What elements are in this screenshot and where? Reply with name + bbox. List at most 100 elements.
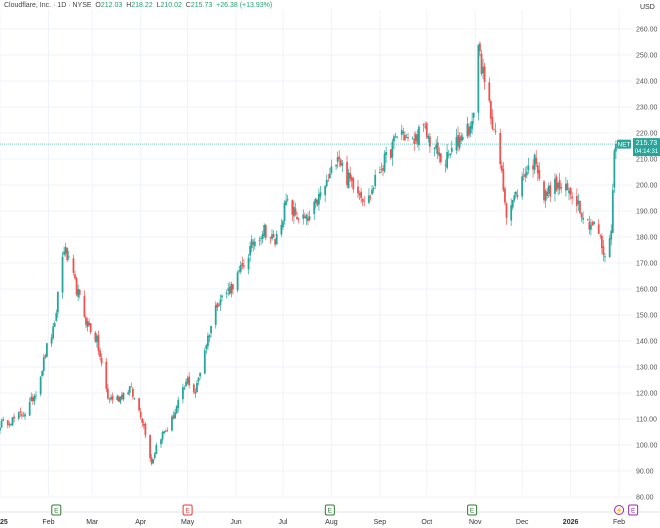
candle-body: [604, 256, 606, 257]
candle-body: [522, 175, 525, 177]
candle: [45, 342, 48, 358]
candle-body: [368, 195, 370, 203]
candle-body: [297, 219, 300, 221]
candle: [128, 385, 131, 397]
candle: [241, 256, 244, 270]
candle-body: [175, 406, 178, 414]
candle-body: [294, 208, 297, 215]
candle-body: [339, 159, 342, 166]
candle: [221, 294, 223, 302]
candle-body: [227, 288, 230, 291]
candle-body: [96, 335, 98, 343]
candle-body: [83, 295, 86, 317]
candle-body: [429, 136, 431, 147]
candle: [285, 193, 287, 206]
candle-body: [6, 420, 9, 426]
candle-body: [131, 388, 134, 397]
candle: [389, 148, 392, 161]
candle: [10, 423, 12, 427]
candle-body: [535, 157, 538, 164]
candle-body: [458, 137, 461, 149]
candle-body: [449, 153, 452, 156]
event-badge: E: [51, 504, 62, 516]
candle-body: [2, 419, 5, 421]
candle-body: [205, 345, 208, 349]
candle: [488, 77, 491, 104]
candle: [144, 422, 147, 439]
candle-body: [67, 256, 70, 258]
candle-body: [400, 130, 403, 135]
candle-body: [600, 235, 603, 249]
candle-body: [303, 216, 306, 219]
candle-body: [121, 394, 123, 400]
candle: [446, 144, 448, 170]
candle-body: [253, 241, 256, 247]
legend-low-value: 210.02: [160, 2, 182, 9]
candle: [557, 182, 559, 196]
ticker-badge: [617, 139, 631, 149]
candle: [532, 159, 534, 178]
candle-body: [236, 272, 239, 291]
candle-body: [141, 418, 144, 423]
candle: [127, 389, 130, 395]
candle: [22, 411, 25, 417]
y-tick-label: 140.00: [636, 339, 658, 346]
candle-body: [403, 134, 406, 141]
candle-body: [527, 165, 530, 171]
candle-body: [74, 274, 76, 279]
x-tick-label: Feb: [42, 519, 54, 526]
earnings-event-box: [182, 504, 193, 516]
candle: [429, 132, 431, 153]
candle-body: [28, 401, 31, 416]
candle: [6, 419, 9, 429]
candle-body: [250, 239, 253, 248]
candle: [219, 294, 222, 311]
candle-body: [425, 123, 428, 138]
candle-body: [411, 138, 414, 140]
candle: [11, 417, 14, 427]
candle: [471, 112, 474, 135]
candle: [121, 391, 123, 400]
candle: [0, 418, 3, 428]
candle-body: [369, 196, 372, 198]
candle: [205, 343, 208, 354]
price-axis[interactable]: 80.00 90.00 100.00 110.00 120.00 130.00 140.00…: [636, 4, 658, 502]
candle: [8, 421, 11, 428]
candle-body: [336, 157, 339, 162]
candle: [611, 183, 614, 234]
candle-body: [385, 152, 388, 156]
candle-body: [615, 144, 617, 152]
candle: [72, 254, 75, 276]
candle: [50, 333, 53, 347]
candle: [422, 123, 425, 133]
candle: [466, 116, 469, 139]
candle: [499, 128, 502, 169]
candle-body: [491, 117, 494, 129]
candle: [239, 260, 242, 275]
candle: [425, 121, 428, 139]
candle-body: [349, 173, 352, 179]
candle: [296, 211, 298, 221]
candle-body: [358, 193, 361, 196]
candle-body: [275, 233, 278, 245]
y-tick-label: 80.00: [636, 495, 654, 502]
candle-body: [203, 350, 206, 374]
candle: [599, 234, 602, 239]
candle-body: [86, 320, 89, 327]
x-tick-label: 2026: [563, 519, 579, 526]
countdown-timer: 04:14:31: [635, 149, 659, 155]
candle-body: [263, 225, 266, 236]
candle-body: [580, 213, 583, 218]
earnings-event-box: [628, 504, 639, 516]
candle: [208, 333, 211, 343]
candle-body: [435, 144, 438, 149]
candle: [586, 218, 589, 221]
candle: [472, 112, 475, 125]
candle: [130, 382, 133, 388]
candle: [604, 252, 606, 263]
candle-body: [597, 224, 600, 234]
candle-body: [500, 165, 503, 171]
split-event-icon: ⚡: [615, 507, 623, 515]
candle: [56, 291, 59, 318]
